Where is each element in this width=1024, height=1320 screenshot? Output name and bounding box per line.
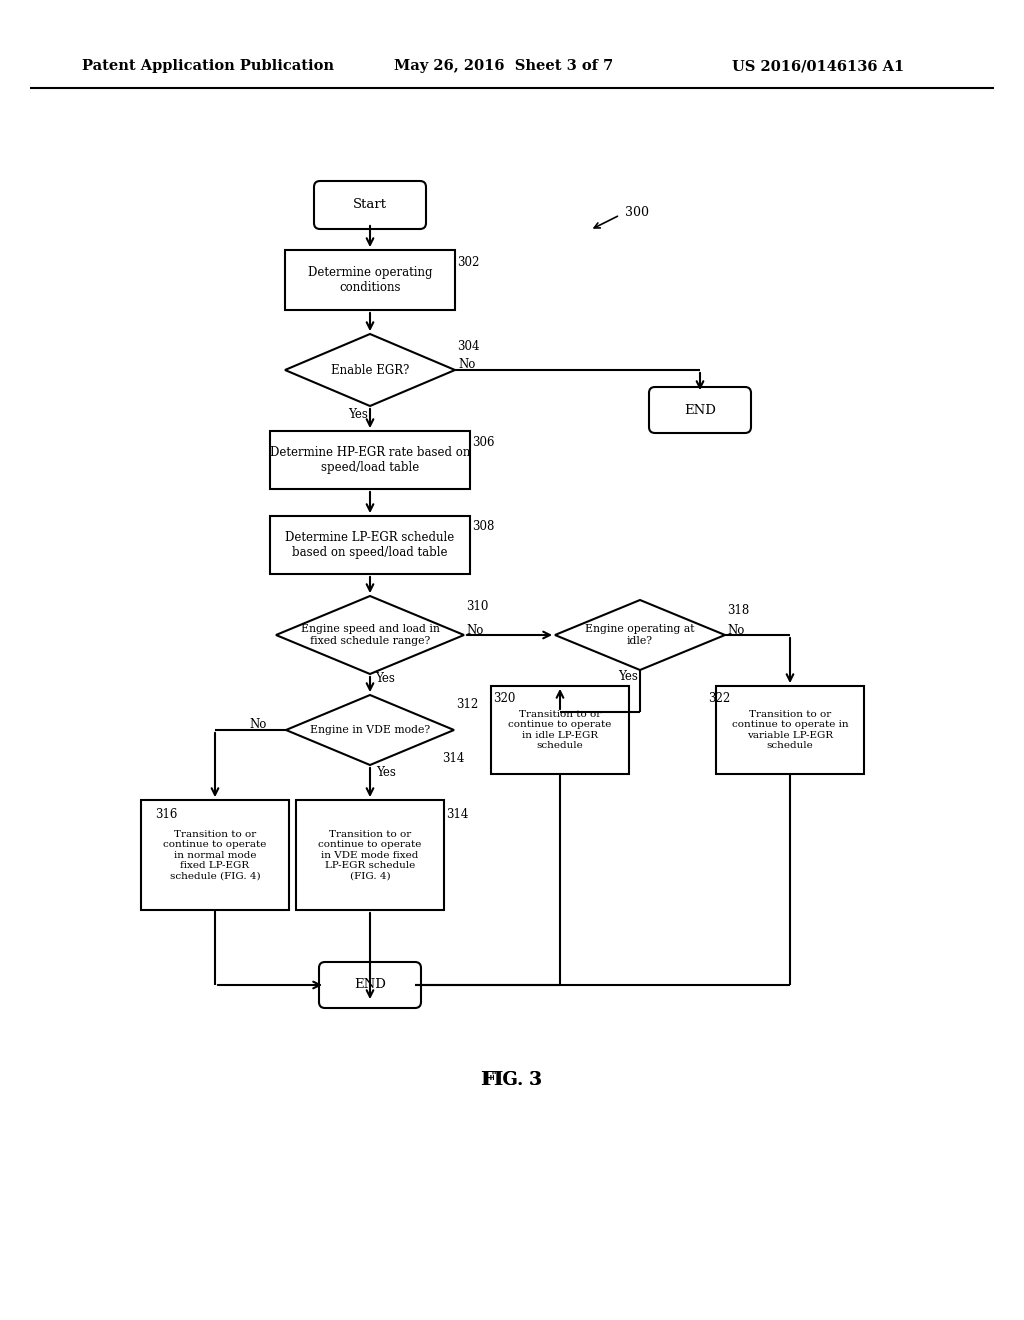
FancyBboxPatch shape bbox=[319, 962, 421, 1008]
FancyBboxPatch shape bbox=[649, 387, 751, 433]
Text: Transition to or
continue to operate in
variable LP-EGR
schedule: Transition to or continue to operate in … bbox=[732, 710, 848, 750]
Text: No: No bbox=[458, 359, 475, 371]
Bar bbox=[141, 800, 289, 909]
Bar bbox=[716, 686, 864, 774]
Text: Engine operating at
idle?: Engine operating at idle? bbox=[586, 624, 694, 645]
Text: Determine operating
conditions: Determine operating conditions bbox=[308, 267, 432, 294]
Bar bbox=[270, 432, 470, 488]
Text: Engine in VDE mode?: Engine in VDE mode? bbox=[310, 725, 430, 735]
Text: FIG. 3: FIG. 3 bbox=[481, 1071, 543, 1089]
Text: 310: 310 bbox=[466, 601, 488, 614]
Polygon shape bbox=[555, 601, 725, 671]
Polygon shape bbox=[285, 334, 455, 407]
Text: No: No bbox=[466, 624, 483, 638]
Text: Enable EGR?: Enable EGR? bbox=[331, 363, 410, 376]
Text: Determine LP-EGR schedule
based on speed/load table: Determine LP-EGR schedule based on speed… bbox=[286, 531, 455, 558]
Text: US 2016/0146136 A1: US 2016/0146136 A1 bbox=[732, 59, 904, 74]
Text: Transition to or
continue to operate
in normal mode
fixed LP-EGR
schedule (FIG. : Transition to or continue to operate in … bbox=[163, 830, 266, 880]
Text: Determine HP-EGR rate based on
speed/load table: Determine HP-EGR rate based on speed/loa… bbox=[269, 446, 470, 474]
Bar bbox=[296, 800, 444, 909]
Text: Transition to or
continue to operate
in VDE mode fixed
LP-EGR schedule
(FIG. 4): Transition to or continue to operate in … bbox=[318, 830, 422, 880]
Text: Transition to or
continue to operate
in idle LP-EGR
schedule: Transition to or continue to operate in … bbox=[508, 710, 611, 750]
Polygon shape bbox=[276, 597, 464, 675]
Text: FIG. 3: FIG. 3 bbox=[484, 1071, 540, 1089]
Text: May 26, 2016  Sheet 3 of 7: May 26, 2016 Sheet 3 of 7 bbox=[394, 59, 613, 74]
Text: 314: 314 bbox=[446, 808, 468, 821]
Text: 316: 316 bbox=[155, 808, 177, 821]
Bar bbox=[490, 686, 629, 774]
Text: 300: 300 bbox=[625, 206, 649, 219]
Polygon shape bbox=[286, 696, 454, 766]
Text: Yes: Yes bbox=[376, 766, 396, 779]
Text: 322: 322 bbox=[708, 692, 730, 705]
Text: Start: Start bbox=[353, 198, 387, 211]
Text: END: END bbox=[354, 978, 386, 991]
Text: 318: 318 bbox=[727, 603, 750, 616]
Text: Engine speed and load in
fixed schedule range?: Engine speed and load in fixed schedule … bbox=[301, 624, 439, 645]
Text: 306: 306 bbox=[472, 436, 495, 449]
Text: Yes: Yes bbox=[348, 408, 368, 421]
Text: 302: 302 bbox=[457, 256, 479, 268]
FancyBboxPatch shape bbox=[314, 181, 426, 228]
Text: 304: 304 bbox=[457, 339, 479, 352]
Text: Yes: Yes bbox=[375, 672, 395, 685]
Text: 314: 314 bbox=[442, 751, 464, 764]
Text: Yes: Yes bbox=[618, 671, 638, 684]
Text: 308: 308 bbox=[472, 520, 495, 533]
Bar bbox=[270, 516, 470, 574]
Text: Patent Application Publication: Patent Application Publication bbox=[82, 59, 334, 74]
Bar bbox=[285, 249, 455, 310]
Text: No: No bbox=[249, 718, 266, 731]
Text: END: END bbox=[684, 404, 716, 417]
Text: No: No bbox=[727, 624, 744, 638]
Text: 312: 312 bbox=[456, 698, 478, 711]
Text: 320: 320 bbox=[493, 692, 515, 705]
